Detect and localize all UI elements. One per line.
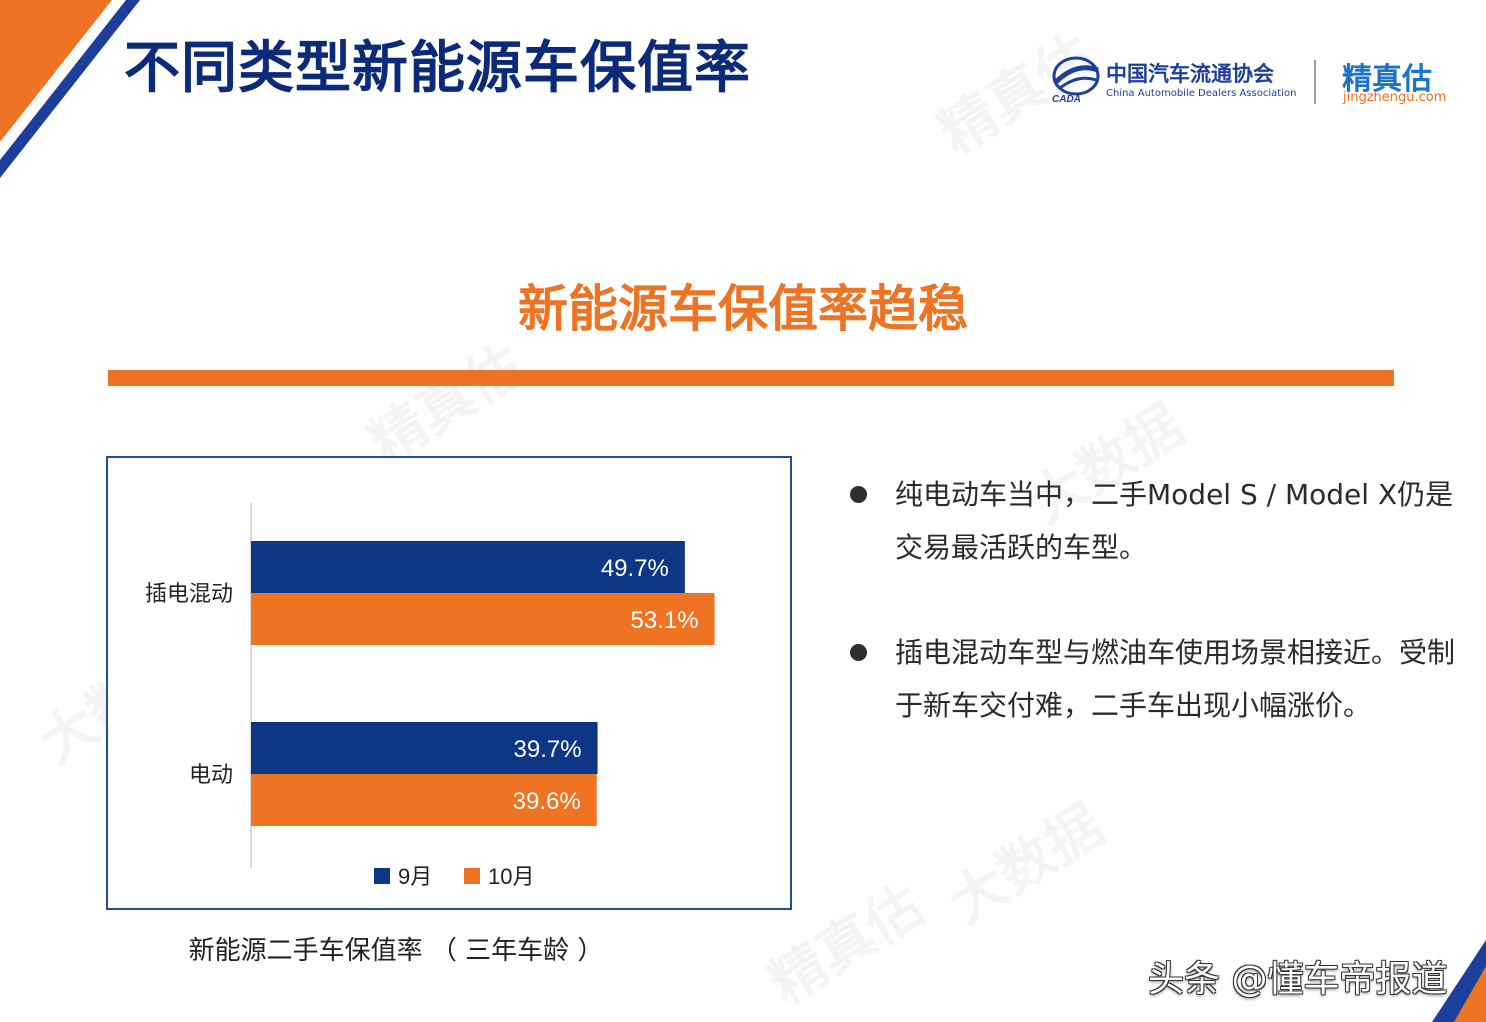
legend-swatch bbox=[464, 868, 480, 884]
bullet-item: 插电混动车型与燃油车使用场景相接近。受制于新车交付难，二手车出现小幅涨价。 bbox=[850, 626, 1470, 732]
data-label: 39.7% bbox=[514, 736, 582, 763]
bar-9月 bbox=[251, 722, 598, 774]
category-label: 电动 bbox=[189, 762, 233, 787]
brand-name: 精真估 bbox=[1342, 62, 1432, 97]
corner-stripe-decoration bbox=[0, 0, 140, 178]
data-label: 49.7% bbox=[601, 555, 669, 582]
bullet-dot-icon bbox=[850, 486, 867, 503]
bullet-dot-icon bbox=[850, 644, 867, 661]
data-label: 39.6% bbox=[513, 788, 581, 815]
bar-10月 bbox=[251, 593, 715, 645]
association-name-en: China Automobile Dealers Association bbox=[1106, 88, 1297, 99]
bullet-text: 插电混动车型与燃油车使用场景相接近。受制于新车交付难，二手车出现小幅涨价。 bbox=[895, 636, 1456, 722]
background-watermark: 大数据 bbox=[931, 782, 1116, 940]
bar-10月 bbox=[251, 774, 597, 826]
bar-9月 bbox=[251, 541, 685, 593]
legend-label: 9月 bbox=[398, 864, 432, 889]
svg-text:CADA: CADA bbox=[1052, 94, 1081, 104]
page-title: 不同类型新能源车保值率 bbox=[124, 36, 751, 101]
chart-caption: 新能源二手车保值率 （ 三年车龄 ） bbox=[188, 936, 604, 966]
brand-url: jingzhengu.com bbox=[1343, 90, 1447, 105]
legend-label: 10月 bbox=[488, 864, 534, 889]
bullet-item: 纯电动车当中，二手Model S / Model X仍是交易最活跃的车型。 bbox=[850, 468, 1470, 574]
headline-underline bbox=[108, 370, 1394, 386]
category-label: 插电混动 bbox=[145, 581, 233, 606]
association-logo-icon: CADA bbox=[1052, 56, 1100, 104]
logo-divider bbox=[1314, 60, 1316, 104]
data-label: 53.1% bbox=[631, 607, 699, 634]
bar-chart: 插电混动 49.7% 53.1% 电动 39.7% 39.6% 9月 10月 bbox=[145, 503, 715, 889]
legend-swatch bbox=[374, 868, 390, 884]
association-name-cn: 中国汽车流通协会 bbox=[1106, 61, 1274, 86]
corner-stripe-decoration-bottom bbox=[1432, 940, 1486, 1022]
headline: 新能源车保值率趋稳 bbox=[518, 280, 968, 338]
chart-frame: 插电混动 49.7% 53.1% 电动 39.7% 39.6% 9月 10月 bbox=[106, 456, 792, 910]
footer-watermark: 头条 @懂车帝报道 bbox=[1148, 959, 1448, 1000]
logo-area: CADA 中国汽车流通协会 China Automobile Dealers A… bbox=[1050, 52, 1450, 108]
bullet-text: 纯电动车当中，二手Model S / Model X仍是交易最活跃的车型。 bbox=[895, 478, 1454, 564]
